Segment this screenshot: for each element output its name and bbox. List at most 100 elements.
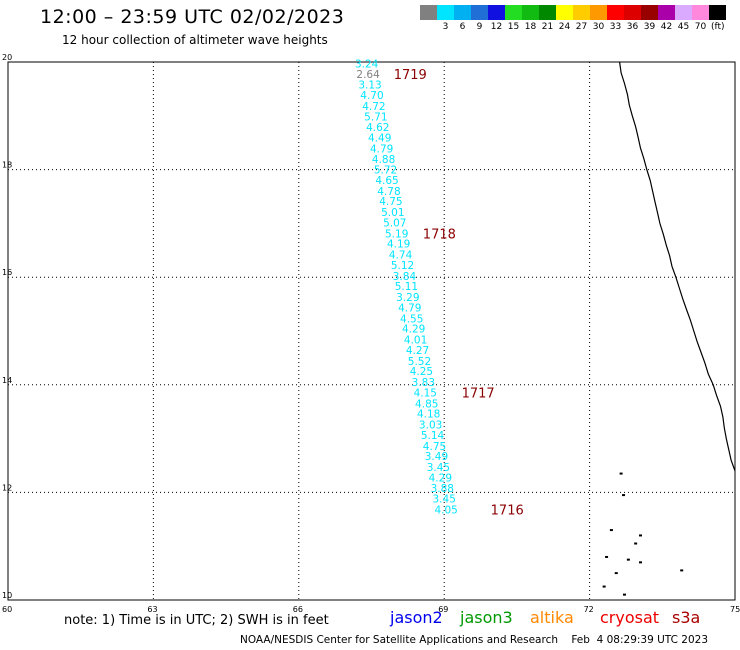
wave-height-value: 4.62 [366,122,389,134]
legend-label-10: 30 [592,22,605,32]
satellite-cryosat: cryosat [600,608,660,627]
wave-height-value: 4.78 [377,186,400,198]
wave-height-value: 5.07 [383,218,406,230]
legend-swatch-13 [641,5,658,20]
wave-height-value: 3.45 [433,494,456,506]
wave-height-value: 4.55 [400,313,423,325]
wave-height-value: 4.01 [404,334,427,346]
island-5 [605,555,609,558]
island-9 [680,569,684,572]
legend-label-2: 6 [459,22,466,32]
legend-swatch-10 [590,5,607,20]
x-tick-72: 72 [584,605,594,614]
wave-height-value: 4.85 [415,398,438,410]
wave-height-value: 3.84 [393,271,417,283]
wave-height-value: 3.03 [419,419,442,431]
footer-note: note: 1) Time is in UTC; 2) SWH is in fe… [64,613,329,628]
color-legend-labels: 3 6 9 12 15 18 21 24 27 30 33 36 39 42 45 70 (ft) [420,22,725,32]
legend-swatch-3 [471,5,488,20]
wave-height-value: 4.25 [410,366,433,378]
legend-swatch-11 [607,5,624,20]
y-tick-20: 20 [2,53,12,62]
legend-swatch-7 [539,5,556,20]
pass-label-1718: 1718 [423,227,456,242]
map-frame [7,61,736,601]
wave-height-value: 4.74 [389,249,413,261]
island-10 [602,585,606,588]
legend-label-8: 24 [558,22,571,32]
wave-height-value: 3.88 [431,483,454,495]
wave-height-value: 3.24 [355,58,379,70]
wave-height-value: 4.05 [434,504,457,516]
legend-label-9: 27 [575,22,588,32]
wave-height-value: 5.52 [408,356,431,368]
island-8 [614,572,618,575]
wave-height-value: 4.19 [387,239,410,251]
legend-swatch-6 [522,5,539,20]
legend-swatch-5 [505,5,522,20]
legend-swatch-14 [658,5,675,20]
island-7 [638,561,642,564]
wave-height-value: 4.79 [370,143,393,155]
wave-height-value: 3.49 [425,451,448,463]
pass-label-1717: 1717 [462,387,495,402]
legend-label-7: 21 [541,22,554,32]
wave-height-value: 4.29 [402,324,425,336]
y-tick-14: 14 [2,376,12,385]
legend-label-15: 45 [677,22,690,32]
pass-label-1719: 1719 [394,68,427,83]
wave-height-value: 3.83 [412,377,435,389]
wave-height-value: 4.15 [414,388,437,400]
wave-height-value: 5.12 [391,260,414,272]
legend-label-16: 70 [694,22,707,32]
island-2 [609,529,613,532]
wave-height-value: 4.29 [429,473,452,485]
wave-height-value: 5.19 [385,228,408,240]
legend-label-13: 39 [643,22,656,32]
island-3 [638,534,642,537]
x-tick-75: 75 [730,605,740,614]
satellite-jason3: jason3 [460,608,513,627]
y-tick-12: 12 [2,483,12,492]
wave-height-value: 3.45 [427,462,450,474]
color-legend [420,5,726,20]
legend-swatch-9 [573,5,590,20]
island-6 [626,558,630,561]
y-tick-16: 16 [2,268,12,277]
legend-swatch-16 [692,5,709,20]
island-1 [622,494,626,497]
island-4 [634,542,638,545]
wave-height-value: 4.75 [379,196,402,208]
island-11 [622,593,626,596]
wave-height-value: 4.49 [368,133,391,145]
legend-label-12: 36 [626,22,639,32]
wave-height-value: 4.18 [417,409,440,421]
wave-height-value: 4.72 [362,101,385,113]
wave-height-value: 4.70 [360,90,383,102]
wave-height-value: 2.64 [356,69,380,81]
legend-label-3: 9 [476,22,483,32]
legend-swatch-17 [709,5,726,20]
wave-height-value: 5.01 [381,207,404,219]
wave-height-value: 4.75 [423,441,446,453]
legend-label-11: 33 [609,22,622,32]
legend-swatch-15 [675,5,692,20]
map-subtitle: 12 hour collection of altimeter wave hei… [62,33,328,47]
legend-unit: (ft) [711,22,725,32]
satellite-s3a: s3a [672,608,701,627]
legend-swatch-2 [454,5,471,20]
wave-height-value: 4.65 [375,175,398,187]
credit-line: NOAA/NESDIS Center for Satellite Applica… [240,634,708,646]
legend-swatch-12 [624,5,641,20]
y-tick-10: 10 [2,591,12,600]
x-tick-66: 66 [293,605,303,614]
wave-height-value: 5.72 [374,164,397,176]
y-tick-18: 18 [2,161,12,170]
wave-height-value: 4.88 [372,154,395,166]
legend-swatch-4 [488,5,505,20]
wave-height-value: 3.29 [396,292,419,304]
legend-swatch-8 [556,5,573,20]
wave-height-value: 4.27 [406,345,429,357]
satellite-altika: altika [530,608,574,627]
